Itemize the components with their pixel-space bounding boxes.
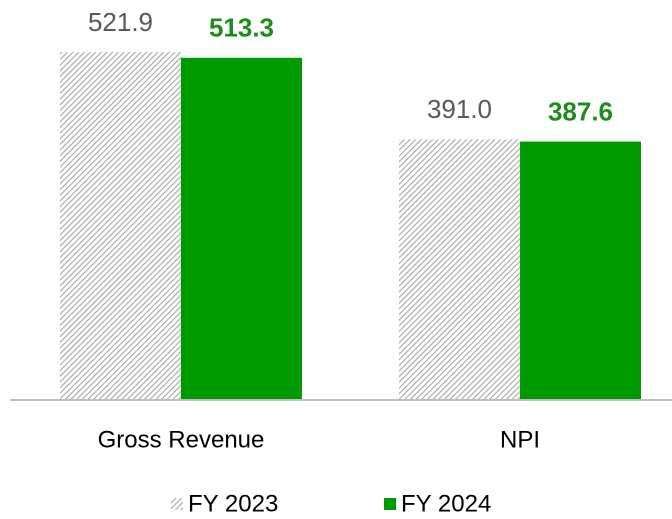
legend-swatch — [384, 498, 396, 510]
bar — [399, 139, 520, 401]
bar — [181, 57, 302, 401]
value-label: 513.3 — [209, 13, 274, 43]
legend-label: FY 2023 — [188, 490, 278, 517]
bar — [520, 141, 641, 400]
x-tick-label: NPI — [500, 426, 540, 453]
x-tick-label: Gross Revenue — [98, 426, 265, 453]
value-label: 387.6 — [548, 96, 613, 126]
legend-label: FY 2024 — [401, 490, 491, 517]
legend-swatch — [171, 498, 183, 510]
value-label: 391.0 — [427, 94, 492, 124]
bar — [60, 52, 181, 401]
value-label: 521.9 — [88, 7, 153, 37]
